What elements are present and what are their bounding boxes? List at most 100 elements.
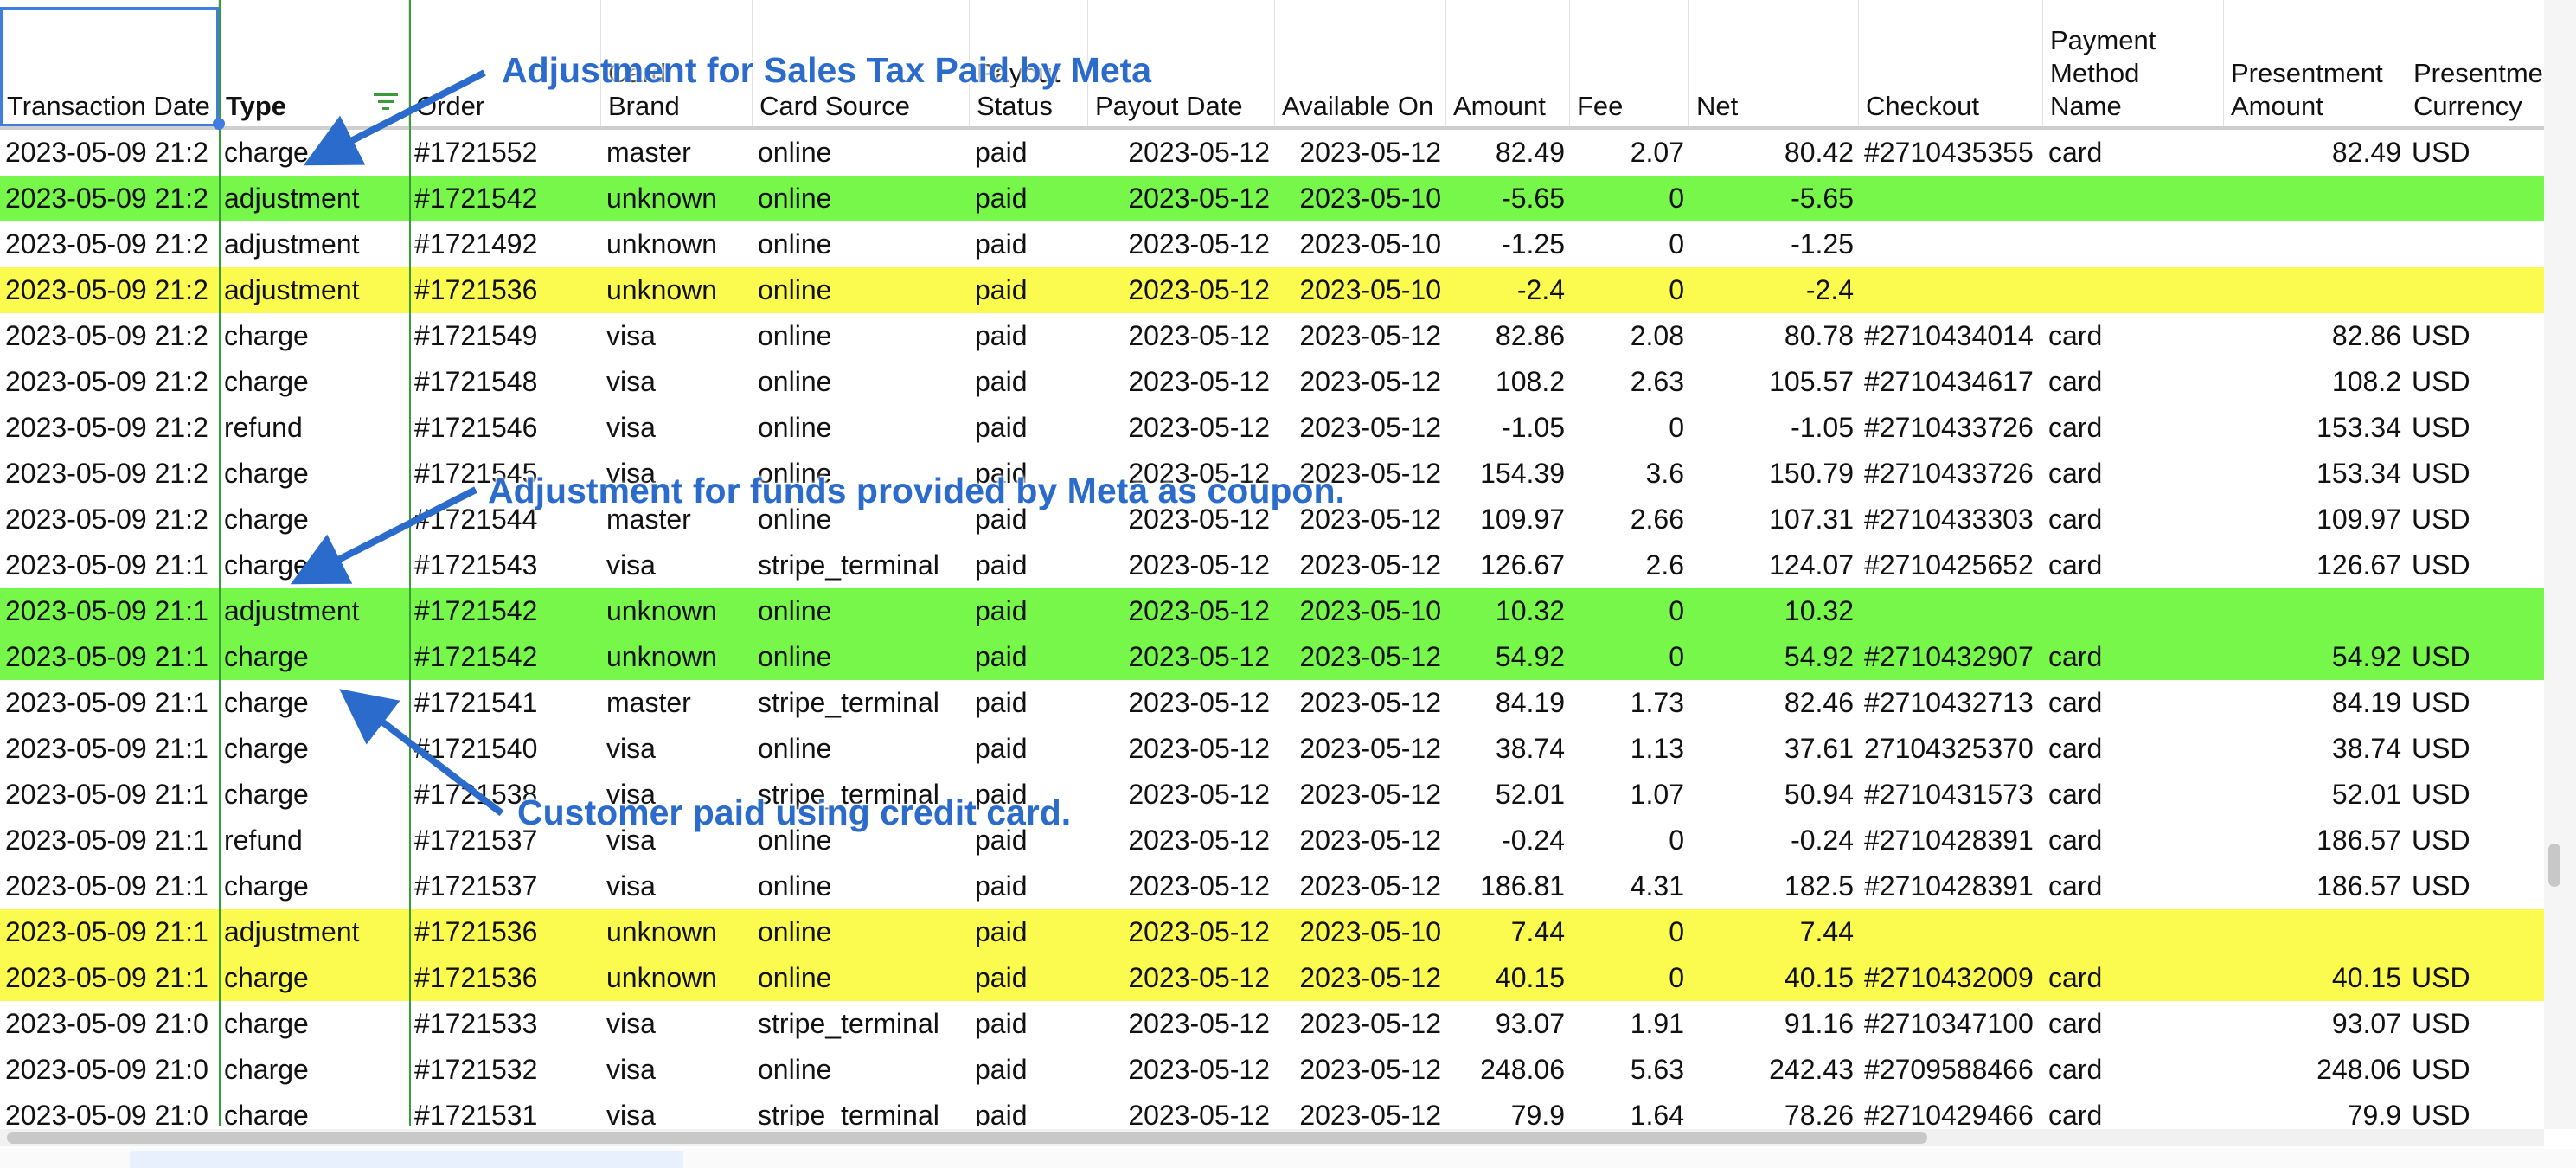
cell[interactable]: #1721546 <box>414 412 538 443</box>
cell[interactable]: 1.64 <box>1630 1100 1684 1126</box>
cell[interactable]: 2023-05-09 21:1 <box>5 779 208 810</box>
cell[interactable]: refund <box>224 825 303 856</box>
column-header[interactable]: Amount <box>1446 0 1570 128</box>
cell[interactable]: charge <box>224 962 309 993</box>
cell[interactable]: 0 <box>1669 274 1684 305</box>
column-header[interactable]: Payment Method Name <box>2043 0 2224 128</box>
cell[interactable]: paid <box>975 366 1028 397</box>
cell[interactable]: -0.24 <box>1502 825 1565 856</box>
cell[interactable]: USD <box>2412 1054 2470 1085</box>
cell[interactable]: charge <box>224 458 309 489</box>
cell[interactable]: 186.81 <box>1480 870 1565 902</box>
cell[interactable]: visa <box>606 779 656 810</box>
cell[interactable]: 0 <box>1669 641 1684 672</box>
cell[interactable]: unknown <box>606 641 718 672</box>
cell[interactable]: 4.31 <box>1630 870 1684 902</box>
cell[interactable]: online <box>758 595 832 626</box>
cell[interactable]: #2710425652 <box>1864 549 2034 581</box>
column-header[interactable]: Available On <box>1275 0 1446 128</box>
cell[interactable]: unknown <box>606 183 718 214</box>
cell[interactable]: unknown <box>606 916 718 947</box>
cell[interactable]: 82.46 <box>1784 687 1854 718</box>
cell[interactable]: 0 <box>1669 825 1684 856</box>
cell[interactable]: 2023-05-09 21:2 <box>5 274 208 305</box>
cell[interactable]: visa <box>606 870 656 902</box>
cell[interactable]: -1.05 <box>1502 412 1565 443</box>
cell[interactable]: #2710432907 <box>1864 641 2034 672</box>
cell[interactable]: #2710347100 <box>1864 1008 2034 1039</box>
cell[interactable]: card <box>2048 962 2103 993</box>
cell[interactable]: 2023-05-12 <box>1128 549 1270 581</box>
cell[interactable]: USD <box>2412 1008 2470 1039</box>
cell[interactable]: 108.2 <box>1495 366 1565 397</box>
cell[interactable]: 80.78 <box>1784 320 1854 351</box>
cell[interactable]: 2023-05-12 <box>1128 733 1270 764</box>
cell[interactable]: 2023-05-09 21:2 <box>5 366 208 397</box>
cell[interactable]: adjustment <box>224 228 360 260</box>
cell[interactable]: online <box>758 870 832 902</box>
cell[interactable]: #1721536 <box>414 274 538 305</box>
cell[interactable]: 2023-05-09 21:1 <box>5 962 208 993</box>
cell[interactable]: 0 <box>1669 916 1684 947</box>
cell[interactable]: online <box>758 458 832 489</box>
cell[interactable]: 2023-05-12 <box>1128 1008 1270 1039</box>
cell[interactable]: 7.44 <box>1510 916 1565 947</box>
cell[interactable]: 2023-05-12 <box>1299 779 1441 810</box>
cell[interactable]: 2023-05-12 <box>1128 504 1270 535</box>
cell[interactable]: 79.9 <box>2347 1100 2401 1126</box>
cell[interactable]: 2023-05-10 <box>1299 228 1441 260</box>
cell[interactable]: 84.19 <box>1495 687 1565 718</box>
cell[interactable]: 2023-05-12 <box>1299 320 1441 351</box>
cell[interactable]: #2710432713 <box>1864 687 2034 718</box>
cell[interactable]: adjustment <box>224 274 360 305</box>
cell[interactable]: #2710429466 <box>1864 1100 2034 1126</box>
cell[interactable]: 2023-05-10 <box>1299 274 1441 305</box>
cell[interactable]: 40.15 <box>2331 962 2401 993</box>
cell[interactable]: 2023-05-09 21:1 <box>5 687 208 718</box>
cell[interactable]: 126.67 <box>2316 549 2401 581</box>
cell[interactable]: visa <box>606 1008 656 1039</box>
cell[interactable]: USD <box>2412 1100 2470 1126</box>
cell[interactable]: stripe_terminal <box>758 549 939 581</box>
cell[interactable]: #2710433726 <box>1864 412 2034 443</box>
cell[interactable]: #1721549 <box>414 320 538 351</box>
cell[interactable]: card <box>2048 779 2103 810</box>
cell[interactable]: charge <box>224 1008 309 1039</box>
cell[interactable]: card <box>2048 137 2103 168</box>
cell[interactable]: 2023-05-09 21:1 <box>5 549 208 581</box>
cell[interactable]: 1.13 <box>1630 733 1684 764</box>
cell[interactable]: #1721543 <box>414 549 538 581</box>
cell[interactable]: 2023-05-12 <box>1299 504 1441 535</box>
cell[interactable]: paid <box>975 687 1028 718</box>
cell[interactable]: 2023-05-09 21:2 <box>5 183 208 214</box>
cell[interactable]: 2023-05-12 <box>1128 1100 1270 1126</box>
cell[interactable]: card <box>2048 870 2103 902</box>
cell[interactable]: 150.79 <box>1769 458 1854 489</box>
cell[interactable]: online <box>758 916 832 947</box>
cell[interactable]: #2710428391 <box>1864 825 2034 856</box>
cell[interactable]: visa <box>606 825 656 856</box>
cell[interactable]: 1.73 <box>1630 687 1684 718</box>
cell[interactable]: charge <box>224 1100 309 1126</box>
cell[interactable]: online <box>758 183 832 214</box>
cell[interactable]: 2023-05-12 <box>1299 1100 1441 1126</box>
cell[interactable]: 82.49 <box>2331 137 2401 168</box>
cell[interactable]: master <box>606 687 691 718</box>
cell[interactable]: card <box>2048 641 2103 672</box>
cell[interactable]: 2023-05-09 21:1 <box>5 870 208 902</box>
cell[interactable]: USD <box>2412 779 2470 810</box>
cell[interactable]: unknown <box>606 228 718 260</box>
cell[interactable]: 2023-05-12 <box>1128 916 1270 947</box>
cell[interactable]: -0.24 <box>1791 825 1854 856</box>
cell[interactable]: 2023-05-12 <box>1128 320 1270 351</box>
column-header[interactable]: Payout Date <box>1088 0 1275 128</box>
cell[interactable]: 2023-05-09 21:0 <box>5 1008 208 1039</box>
cell[interactable]: 2023-05-12 <box>1128 825 1270 856</box>
cell[interactable]: 2023-05-12 <box>1128 1054 1270 1085</box>
cell[interactable]: visa <box>606 366 656 397</box>
cell[interactable]: 3.6 <box>1645 458 1684 489</box>
cell[interactable]: USD <box>2412 137 2470 168</box>
cell[interactable]: charge <box>224 870 309 902</box>
cell[interactable]: 2023-05-12 <box>1299 870 1441 902</box>
cell[interactable]: online <box>758 137 832 168</box>
